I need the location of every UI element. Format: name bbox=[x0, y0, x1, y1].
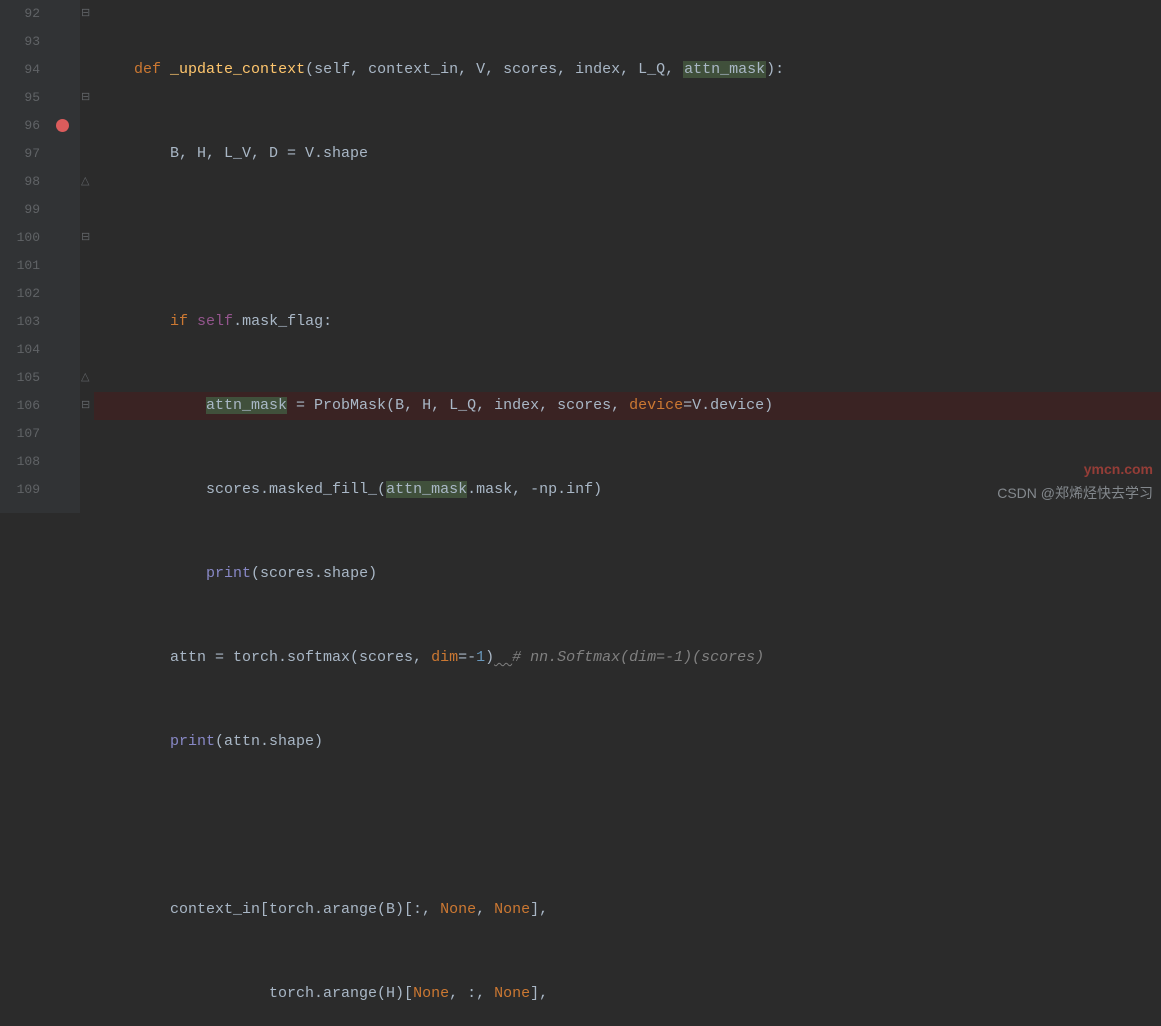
watermark-author: CSDN @郑烯烃快去学习 bbox=[997, 479, 1153, 507]
line-number[interactable]: 101 bbox=[0, 252, 40, 280]
code-line: attn = torch.softmax(scores, dim=-1) # n… bbox=[94, 644, 1161, 672]
line-number[interactable]: 105 bbox=[0, 364, 40, 392]
fold-icon[interactable]: △ bbox=[81, 168, 89, 196]
line-number[interactable]: 104 bbox=[0, 336, 40, 364]
breakpoint-icon[interactable] bbox=[56, 119, 69, 132]
code-line bbox=[94, 224, 1161, 252]
line-number[interactable]: 95 bbox=[0, 84, 40, 112]
code-line: torch.arange(H)[None, :, None], bbox=[94, 980, 1161, 1008]
fold-icon[interactable]: ⊟ bbox=[81, 84, 90, 112]
code-line: if self.mask_flag: bbox=[94, 308, 1161, 336]
code-line: print(attn.shape) bbox=[94, 728, 1161, 756]
line-number[interactable]: 107 bbox=[0, 420, 40, 448]
line-number[interactable]: 98 bbox=[0, 168, 40, 196]
fold-icon[interactable]: △ bbox=[81, 364, 89, 392]
breakpoint-gutter[interactable] bbox=[50, 0, 80, 513]
fold-icon[interactable]: ⊟ bbox=[81, 392, 90, 420]
line-number[interactable]: 100 bbox=[0, 224, 40, 252]
code-line bbox=[94, 812, 1161, 840]
line-number[interactable]: 97 bbox=[0, 140, 40, 168]
line-number[interactable]: 92 bbox=[0, 0, 40, 28]
line-number[interactable]: 93 bbox=[0, 28, 40, 56]
highlighted-param: attn_mask bbox=[683, 61, 766, 78]
code-line: print(scores.shape) bbox=[94, 560, 1161, 588]
fold-gutter[interactable]: ⊟ ⊟ △ ⊟ △ ⊟ bbox=[80, 0, 94, 513]
line-number[interactable]: 96 bbox=[0, 112, 40, 140]
line-number[interactable]: 106 bbox=[0, 392, 40, 420]
line-number[interactable]: 103 bbox=[0, 308, 40, 336]
line-number[interactable]: 94 bbox=[0, 56, 40, 84]
code-line: context_in[torch.arange(B)[:, None, None… bbox=[94, 896, 1161, 924]
fold-icon[interactable]: ⊟ bbox=[81, 224, 90, 252]
fold-icon[interactable]: ⊟ bbox=[81, 0, 90, 28]
code-editor: 92 93 94 95 96 97 98 99 100 101 102 103 … bbox=[0, 0, 1161, 513]
code-line-active: attn_mask = ProbMask(B, H, L_Q, index, s… bbox=[94, 392, 1161, 420]
code-area[interactable]: def _update_context(self, context_in, V,… bbox=[94, 0, 1161, 513]
highlighted-ident: attn_mask bbox=[206, 397, 287, 414]
code-line: B, H, L_V, D = V.shape bbox=[94, 140, 1161, 168]
line-number[interactable]: 108 bbox=[0, 448, 40, 476]
line-number-gutter: 92 93 94 95 96 97 98 99 100 101 102 103 … bbox=[0, 0, 50, 513]
line-number[interactable]: 99 bbox=[0, 196, 40, 224]
code-line: def _update_context(self, context_in, V,… bbox=[94, 56, 1161, 84]
highlighted-ident: attn_mask bbox=[386, 481, 467, 498]
line-number[interactable]: 109 bbox=[0, 476, 40, 504]
line-number[interactable]: 102 bbox=[0, 280, 40, 308]
